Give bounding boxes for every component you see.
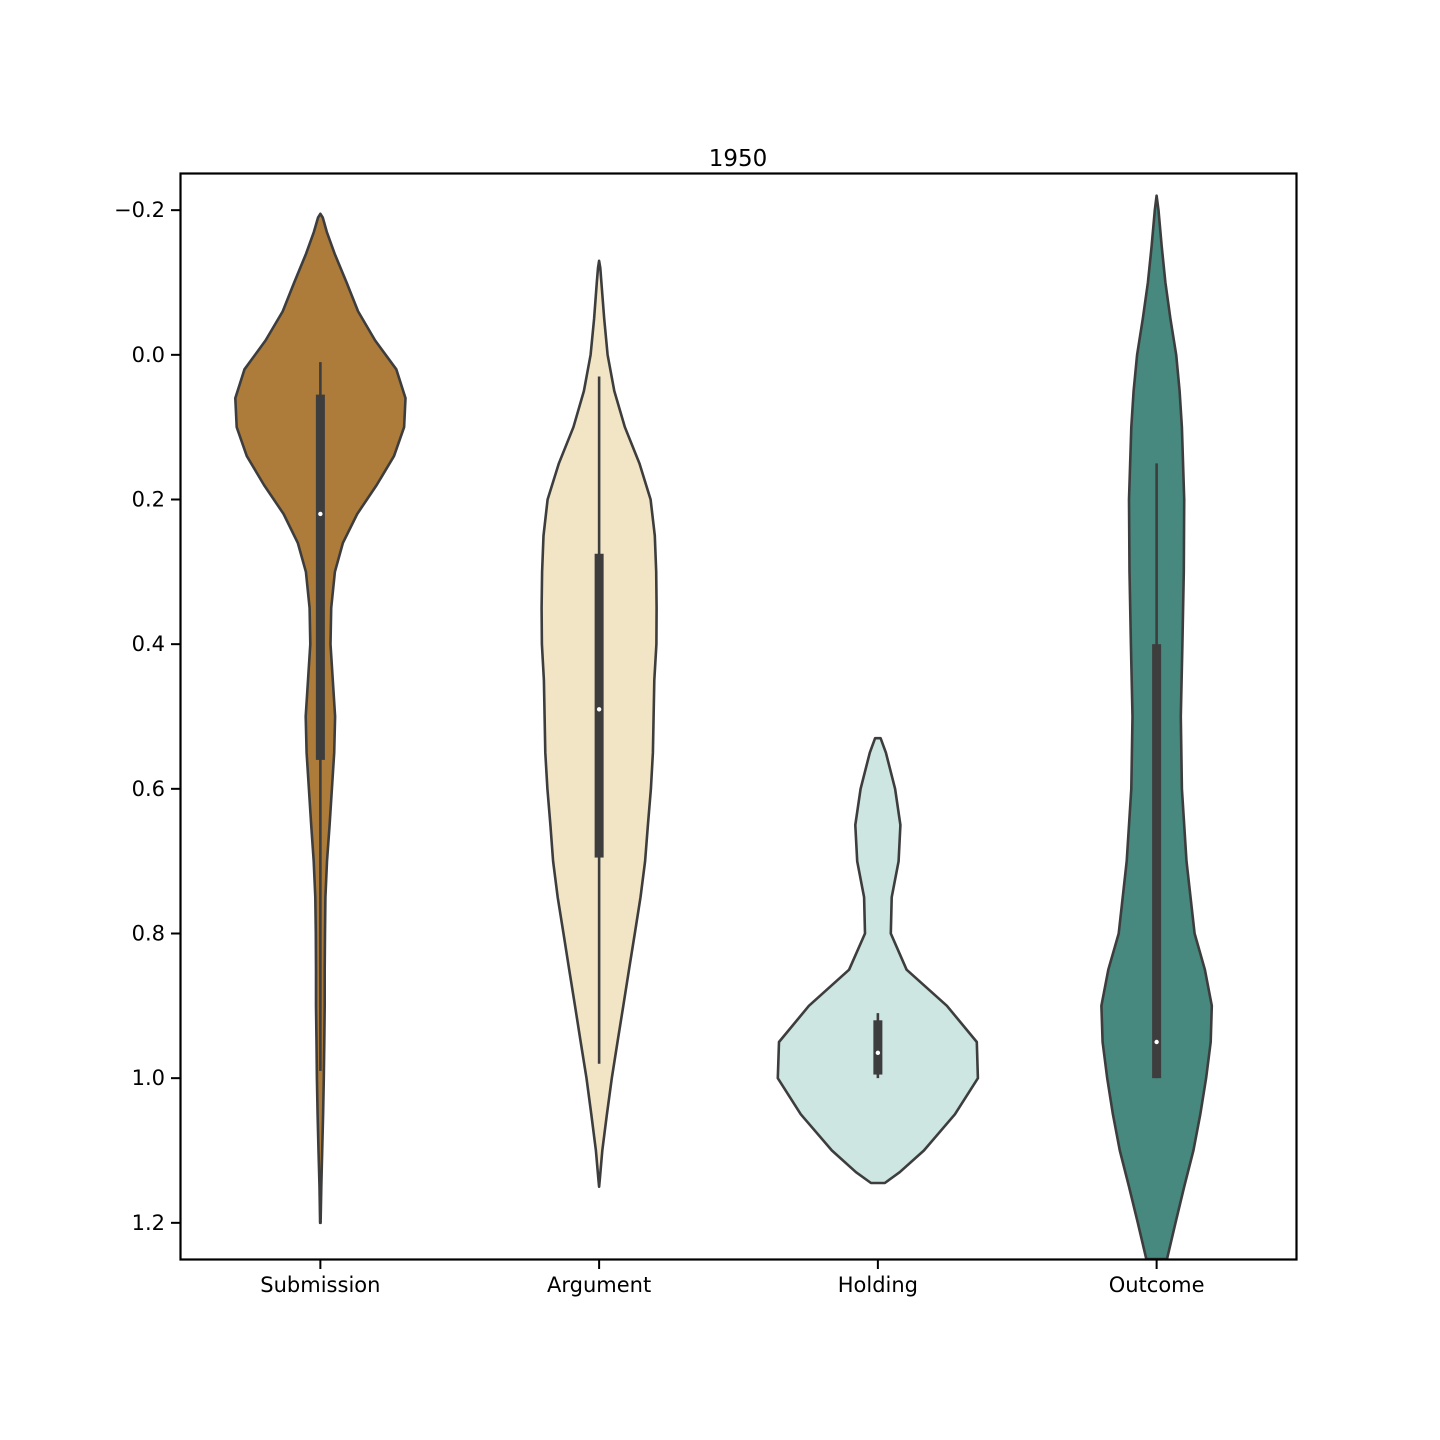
- x-tick-label-holding: Holding: [838, 1273, 918, 1297]
- violin-body-holding: [776, 736, 980, 1185]
- y-tick-label: 0.6: [132, 777, 165, 801]
- violin-holding: [776, 736, 980, 1185]
- y-tick-label: 0.4: [132, 632, 165, 656]
- x-axis: Submission Argument Holding Outcome: [260, 1259, 1205, 1297]
- violin-argument: [540, 259, 658, 1188]
- violin-median-outcome: [1154, 1039, 1159, 1045]
- violin-iqr-box-submission: [315, 394, 325, 760]
- y-tick-label: 0.2: [132, 488, 165, 512]
- x-tick-label-submission: Submission: [260, 1273, 380, 1297]
- violin-submission: [234, 212, 407, 1225]
- violin-iqr-box-argument: [594, 553, 604, 858]
- violin-iqr-box-holding: [873, 1020, 883, 1075]
- y-tick-label: 1.0: [132, 1066, 165, 1090]
- violin-iqr-box-outcome: [1152, 644, 1162, 1079]
- violins-layer: [234, 194, 1214, 1259]
- violin-outcome: [1100, 194, 1214, 1259]
- plot-frame: [179, 172, 1298, 1261]
- violin-median-submission: [318, 511, 323, 517]
- x-tick-label-argument: Argument: [547, 1273, 651, 1297]
- violin-median-argument: [596, 707, 602, 712]
- y-tick-label: 0.8: [132, 922, 165, 946]
- y-tick-label: −0.2: [114, 198, 165, 222]
- y-tick-label: 1.2: [132, 1211, 165, 1235]
- x-tick-label-outcome: Outcome: [1109, 1273, 1205, 1297]
- y-axis: −0.2 0.0 0.2 0.4 0.6 0.8 1.0 1.2: [114, 198, 181, 1235]
- violin-median-holding: [875, 1050, 881, 1056]
- y-tick-label: 0.0: [132, 343, 165, 367]
- chart-title: 1950: [709, 146, 768, 172]
